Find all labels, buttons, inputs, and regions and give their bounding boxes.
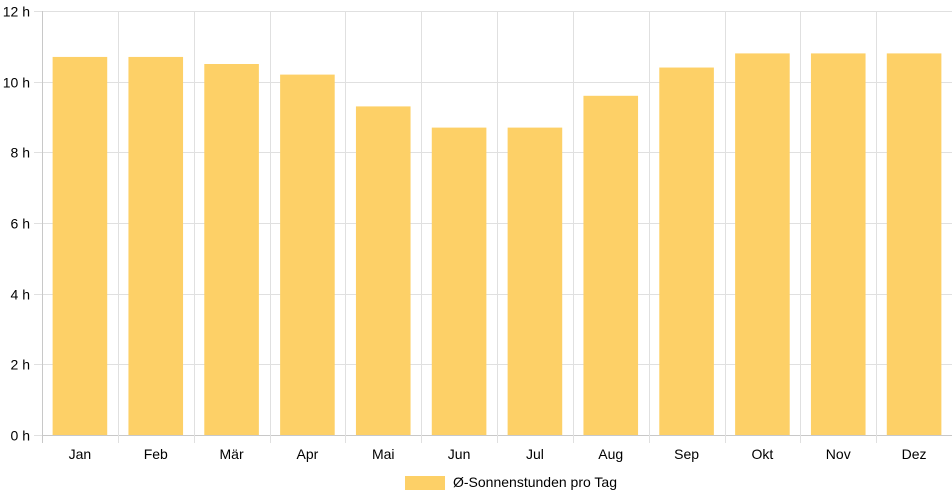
y-tick-label: 0 h [11,428,30,444]
x-tick-label: Apr [297,446,319,462]
x-tick-label: Mai [372,446,395,462]
y-tick-label: 8 h [11,145,30,161]
bar-jun[interactable] [431,127,487,435]
x-axis: Jan Feb Mär Apr Mai Jun Jul Aug Sep Okt Nov Dez [69,446,927,462]
x-tick-label: Dez [902,446,927,462]
grid-lines [42,11,952,443]
bar-dez[interactable] [886,53,942,436]
x-tick-label: Sep [674,446,699,462]
y-tick-label: 10 h [3,75,30,91]
y-tick-label: 6 h [11,216,30,232]
x-tick-label: Aug [598,446,623,462]
x-tick-label: Mär [220,446,244,462]
x-tick-label: Feb [144,446,168,462]
bar-nov[interactable] [810,53,866,436]
x-tick-label: Jan [69,446,92,462]
bar-mai[interactable] [355,106,411,436]
bar-apr[interactable] [280,74,335,435]
bar-jul[interactable] [507,127,563,435]
x-tick-label: Jun [448,446,471,462]
bar-mär[interactable] [204,64,259,435]
y-tick-label: 4 h [11,287,30,303]
y-tick-label: 12 h [3,4,30,20]
x-tick-label: Okt [752,446,774,462]
bar-jan[interactable] [52,56,108,435]
legend-swatch[interactable] [405,476,446,490]
y-axis: 0 h 2 h 4 h 6 h 8 h 10 h 12 h [3,4,42,444]
x-tick-label: Nov [826,446,851,462]
x-tick-label: Jul [526,446,544,462]
bar-feb[interactable] [128,56,184,435]
bars [52,53,942,436]
legend[interactable]: Ø-Sonnenstunden pro Tag [405,474,617,490]
bar-okt[interactable] [735,53,790,436]
legend-label: Ø-Sonnenstunden pro Tag [453,474,617,490]
bar-sep[interactable] [659,67,714,436]
y-tick-label: 2 h [11,357,30,373]
bar-aug[interactable] [583,95,639,436]
